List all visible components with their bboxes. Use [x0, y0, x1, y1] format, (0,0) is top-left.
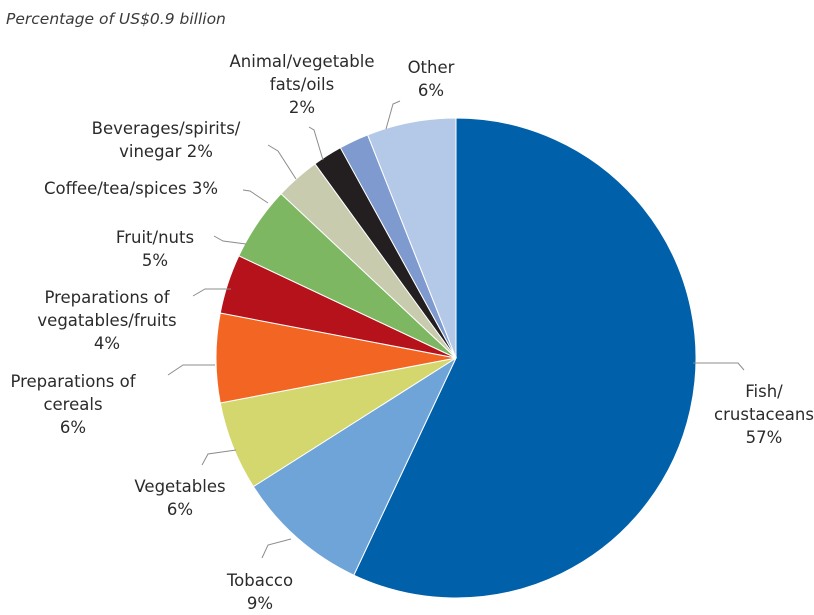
slice-label: Animal/vegetable fats/oils 2% [230, 52, 375, 117]
slice-label: Other 6% [408, 58, 455, 100]
slice-label-line: 4% [94, 334, 120, 353]
leader-line [385, 100, 401, 130]
leader-line [242, 189, 269, 204]
slice-label-line: 6% [60, 418, 86, 437]
leader-line [213, 235, 247, 245]
slice-label: Fruit/nuts 5% [116, 228, 194, 270]
leader-line [192, 288, 231, 297]
slice-label: Preparations of vegatables/fruits 4% [37, 288, 176, 353]
pie-slice [252, 356, 458, 576]
slice-label-line: 6% [167, 500, 193, 519]
slice-label-line: 5% [142, 251, 168, 270]
slice-label-line: 9% [247, 594, 273, 613]
leader-line [201, 449, 237, 466]
slice-label-line: crustaceans [714, 405, 814, 424]
slice-label-line: vinegar 2% [119, 142, 213, 161]
slice-label-line: 6% [418, 81, 444, 100]
slice-label-line: Preparations of [10, 372, 136, 391]
slice-label-line: Fish/ [745, 382, 783, 401]
slice-label-line: Coffee/tea/spices 3% [44, 179, 218, 198]
slice-label-line: 57% [746, 428, 783, 447]
slice-label: Vegetables 6% [134, 477, 225, 519]
leader-line [167, 364, 215, 376]
slice-label: Tobacco 9% [226, 571, 293, 613]
pie-slice [367, 117, 457, 359]
pie-slice [353, 117, 697, 599]
slice-label-line: Animal/vegetable [230, 52, 375, 71]
leader-line [693, 362, 745, 371]
slice-label-line: Fruit/nuts [116, 228, 194, 247]
slice-label-line: 2% [289, 98, 315, 117]
leader-line [308, 126, 324, 161]
slice-label-line: cereals [43, 395, 102, 414]
slice-label-line: Beverages/spirits/ [92, 119, 241, 138]
leader-line [267, 144, 297, 180]
slice-label: Fish/crustaceans 57% [714, 382, 814, 447]
slice-label-line: fats/oils [270, 75, 334, 94]
slice-label: Beverages/spirits/vinegar 2% [92, 119, 241, 161]
slice-label-line: Preparations of [44, 288, 170, 307]
slice-label-line: Tobacco [226, 571, 293, 590]
slice-label-line: vegatables/fruits [37, 311, 176, 330]
slice-label-line: Vegetables [134, 477, 225, 496]
leader-line [261, 538, 292, 559]
slice-label: Preparations of cereals 6% [10, 372, 136, 437]
slice-label-line: Other [408, 58, 455, 77]
slice-label: Coffee/tea/spices 3% [44, 179, 218, 198]
chart-subtitle: Percentage of US$0.9 billion [6, 10, 226, 28]
